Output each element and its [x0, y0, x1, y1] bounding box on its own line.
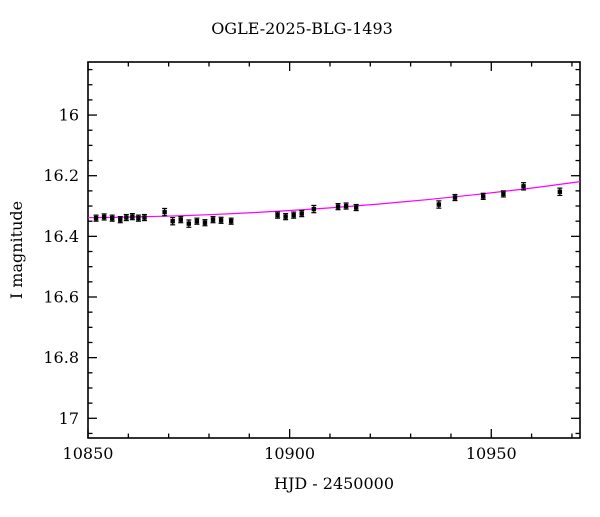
plot-frame [87, 61, 581, 439]
data-point [481, 194, 486, 199]
data-point [124, 215, 129, 220]
data-point [311, 206, 317, 212]
y-tick-label: 16.4 [43, 227, 79, 246]
data-point [218, 218, 224, 223]
y-tick-label: 17 [59, 409, 79, 428]
data-point [118, 217, 123, 222]
chart-title: OGLE-2025-BLG-1493 [211, 19, 393, 38]
model-curve [87, 181, 581, 219]
data-point [291, 212, 296, 218]
y-tick-label: 16.2 [43, 166, 79, 185]
data-point [194, 218, 200, 224]
data-point [136, 215, 141, 221]
data-point [186, 221, 192, 226]
data-point [436, 202, 442, 207]
data-point [501, 191, 506, 197]
y-tick-label: 16.8 [43, 348, 79, 367]
data-point [353, 205, 359, 210]
data-point [335, 204, 341, 209]
plot-area: 10850 10900 10950 16 16.2 16.4 16.6 16.8 17 [43, 61, 581, 463]
x-tick-label: 10900 [264, 444, 315, 463]
data-point [283, 214, 288, 219]
data-point [130, 214, 135, 219]
data-point [162, 209, 167, 215]
data-point [170, 218, 175, 224]
y-axis-label: I magnitude [7, 201, 26, 299]
data-point [557, 189, 563, 194]
y-tick-label: 16 [59, 106, 79, 125]
data-point [275, 212, 280, 218]
data-point [228, 218, 234, 224]
data-point [343, 203, 349, 209]
data-point [202, 220, 208, 225]
data-point [109, 215, 115, 221]
data-point [452, 195, 458, 200]
x-tick-label: 10950 [466, 444, 517, 463]
data-point [142, 215, 147, 220]
data-point [299, 211, 304, 216]
data-point [210, 217, 216, 222]
data-point [93, 215, 99, 221]
data-point [521, 184, 526, 189]
x-tick-label: 10850 [63, 444, 114, 463]
y-tick-label: 16.6 [43, 288, 79, 307]
x-axis-label: HJD - 2450000 [274, 474, 394, 493]
data-point [101, 214, 107, 220]
data-point [178, 217, 183, 222]
